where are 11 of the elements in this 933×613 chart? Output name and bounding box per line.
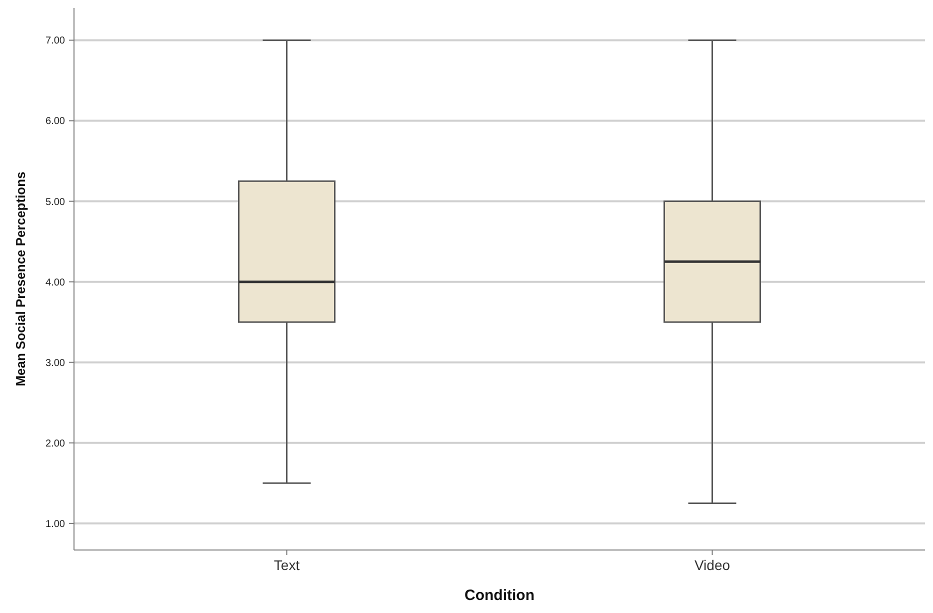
x-axis-title: Condition <box>464 587 534 604</box>
y-tick-label: 7.00 <box>46 36 66 47</box>
y-tick-label: 4.00 <box>46 277 66 288</box>
y-tick-label: 5.00 <box>46 196 66 208</box>
y-tick-label: 3.00 <box>46 358 66 369</box>
x-tick-label: Text <box>274 557 300 573</box>
y-tick-label: 6.00 <box>46 116 66 128</box>
y-tick-label: 1.00 <box>46 518 66 530</box>
y-axis-title: Mean Social Presence Perceptions <box>13 172 28 386</box>
y-tick-label: 2.00 <box>46 438 66 450</box>
x-tick-label: Video <box>694 557 730 573</box>
